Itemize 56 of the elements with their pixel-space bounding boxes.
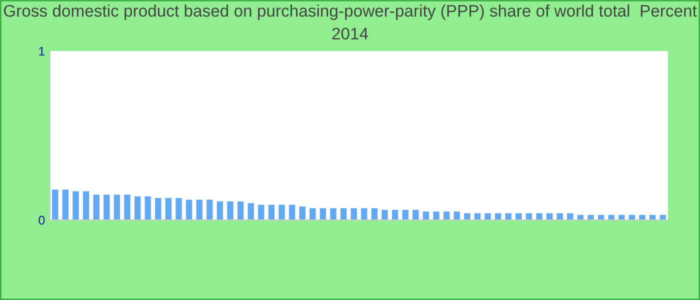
bar — [258, 204, 264, 220]
bar — [464, 213, 470, 220]
bar — [371, 208, 378, 220]
bar — [330, 208, 336, 220]
bar — [443, 212, 450, 220]
bar — [114, 194, 120, 220]
bar — [134, 196, 141, 220]
bar — [526, 213, 532, 220]
bar — [320, 208, 326, 220]
bar — [288, 204, 296, 220]
bar — [505, 213, 512, 220]
bar — [422, 212, 430, 220]
bar — [62, 190, 69, 220]
bar — [402, 210, 408, 220]
bar — [216, 201, 224, 220]
bar — [278, 204, 285, 220]
bar — [176, 198, 182, 220]
bar — [639, 214, 646, 220]
bar — [206, 200, 213, 220]
y-tick-label: 0 — [38, 216, 45, 225]
bar — [556, 213, 563, 220]
bar — [454, 212, 460, 220]
bar — [268, 204, 275, 220]
bar — [165, 198, 172, 220]
bar — [588, 214, 594, 220]
bar — [52, 190, 58, 220]
bar — [474, 213, 481, 220]
bar — [248, 203, 254, 220]
bar — [310, 208, 316, 220]
bar — [82, 191, 90, 220]
bar — [412, 210, 419, 220]
bar — [361, 208, 368, 220]
bar — [144, 196, 151, 220]
bar — [567, 213, 574, 220]
bar — [227, 201, 234, 220]
bar — [340, 208, 347, 220]
bar — [494, 213, 502, 220]
bar — [516, 213, 522, 220]
bar — [93, 194, 100, 220]
chart-title: Gross domestic product based on purchasing-power-parity (PPP) share of world total Percent 2014 — [4, 4, 697, 40]
bar — [382, 210, 388, 220]
bar — [196, 200, 202, 220]
bar — [536, 213, 542, 220]
bar — [186, 200, 192, 220]
bar — [546, 213, 553, 220]
bar — [104, 194, 110, 220]
bar — [433, 212, 440, 220]
bar — [484, 213, 491, 220]
bar — [72, 191, 79, 220]
y-tick-label: 1 — [39, 46, 45, 56]
bar — [155, 198, 162, 220]
bar — [392, 210, 398, 220]
bar — [299, 206, 306, 220]
bar — [124, 194, 130, 220]
bar — [237, 201, 244, 220]
bar — [350, 208, 357, 220]
